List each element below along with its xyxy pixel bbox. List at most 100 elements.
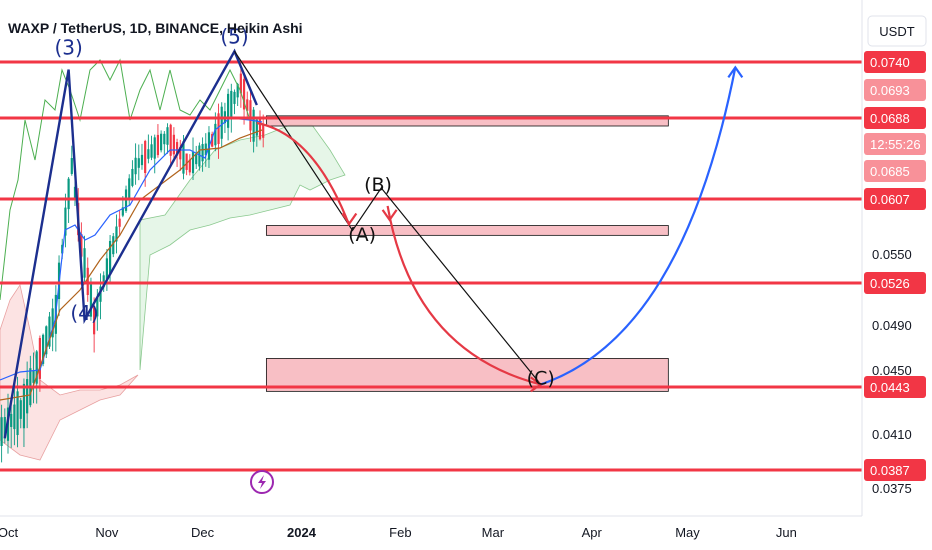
candle-body (131, 168, 134, 186)
price-tick-labels: 0.0550 0.0490 0.0410 0.0375 0.0450 (872, 247, 912, 496)
candle-body (252, 109, 255, 142)
price-badge-label: 0.0443 (870, 380, 910, 395)
time-tick-label: Nov (95, 525, 119, 540)
wave-label: (C) (527, 367, 555, 389)
candle-body (137, 158, 140, 168)
candle-body (41, 334, 45, 364)
price-tick-label-hidden: 0.0450 (872, 363, 912, 378)
candle-body (118, 218, 121, 227)
candle-body (230, 90, 233, 120)
projection-arrowhead (727, 65, 744, 79)
candle-body (188, 159, 191, 173)
price-badge (864, 133, 926, 155)
projection-arrows (341, 65, 744, 393)
wave-labels: (3) (4) (5) (A) (B) (C) (54, 25, 554, 390)
time-tick-label: Jun (776, 525, 797, 540)
candle-body (32, 370, 35, 383)
candle-body (3, 417, 6, 439)
price-tick-label: 0.0410 (872, 427, 912, 442)
wave-label: (3) (54, 35, 82, 59)
price-badge (864, 376, 926, 398)
candle-body (198, 145, 201, 167)
candle-body (83, 248, 86, 278)
price-axis[interactable]: USDT 0.0550 0.0490 0.0410 0.0375 0.0450 0.07… (861, 0, 932, 516)
lightning-icon[interactable] (250, 470, 274, 494)
candle-body (19, 400, 22, 419)
candle-body (175, 142, 179, 156)
candle-body (89, 284, 93, 317)
price-badge (864, 79, 926, 101)
wave-label: (A) (348, 224, 376, 246)
price-badge (864, 51, 926, 73)
candle-body (10, 413, 13, 427)
time-axis[interactable]: Oct Nov Dec 2024 Feb Mar Apr May Jun (0, 515, 932, 550)
price-badge-label: 0.0526 (870, 276, 910, 291)
candle-body (99, 286, 102, 302)
candle-body (102, 275, 105, 288)
price-badge (864, 160, 926, 182)
candle-body (255, 119, 258, 136)
candle-body (35, 351, 38, 384)
price-badge-label: 0.0740 (870, 55, 910, 70)
price-badge-label: 0.0693 (870, 83, 910, 98)
candle-body (26, 379, 29, 414)
currency-button[interactable] (867, 15, 927, 47)
time-tick-label: Mar (482, 525, 505, 540)
candle-body (64, 207, 67, 236)
candle-body (214, 123, 217, 146)
projection-arrowhead (381, 209, 398, 222)
candle-body (217, 113, 220, 145)
candle-body (51, 308, 54, 338)
candle-body (38, 338, 41, 379)
time-tick-label: May (675, 525, 700, 540)
candle-body (246, 99, 249, 111)
candle-body (172, 134, 175, 155)
candle-body (70, 158, 73, 174)
ichimoku-cloud (0, 124, 346, 461)
projection-curve-blue (540, 67, 737, 386)
projection-arrowhead (530, 376, 543, 393)
candle-body (13, 404, 16, 430)
zone-box (265, 115, 669, 127)
price-badge (864, 459, 926, 481)
candle-body (140, 154, 144, 166)
candle-body (108, 240, 112, 274)
candle-body (262, 124, 265, 138)
candle-body (73, 186, 77, 199)
candle-body (160, 133, 163, 151)
candle-body (249, 100, 252, 131)
candle-body (0, 417, 3, 447)
elliott-impulse-line (3, 48, 258, 439)
time-tick-label: Apr (582, 525, 603, 540)
candle-body (121, 207, 124, 216)
candle-body (105, 258, 108, 279)
candle-body (163, 133, 166, 145)
candle-body (166, 127, 169, 145)
candle-body (242, 79, 246, 110)
projection-curve-red (256, 121, 542, 386)
candle-body (220, 106, 223, 139)
wave-label: (4) (70, 301, 98, 325)
candle-body (48, 316, 51, 347)
candle-body (233, 91, 236, 104)
candle-body (182, 141, 185, 174)
price-tick-label: 0.0375 (872, 481, 912, 496)
price-badge-label: 0.0387 (870, 463, 910, 478)
price-badge (864, 188, 926, 210)
candle-body (96, 297, 99, 317)
candle-body (134, 157, 137, 175)
price-badges: 0.0740 0.0693 0.0688 12:55:26 0.0685 0.0607 0.… (864, 51, 926, 481)
price-badge (864, 272, 926, 294)
candle-body (191, 152, 195, 174)
price-badge (864, 107, 926, 129)
candle-body (45, 326, 48, 355)
time-tick-labels: Oct Nov Dec 2024 Feb Mar Apr May Jun (0, 525, 797, 540)
price-badge-label: 12:55:26 (870, 137, 921, 152)
candle-body (128, 178, 131, 200)
time-tick-label: Feb (389, 525, 411, 540)
time-tick-label: Oct (0, 525, 18, 540)
time-tick-label: 2024 (287, 525, 317, 540)
candle-body (22, 383, 26, 429)
candle-body (80, 233, 83, 257)
